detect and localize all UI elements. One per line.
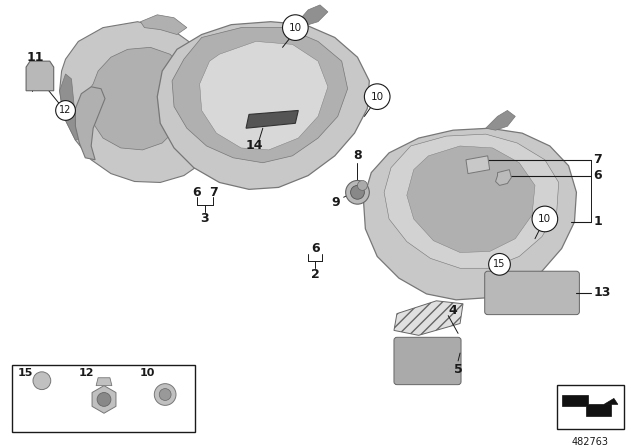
Circle shape — [56, 101, 76, 121]
Polygon shape — [141, 15, 187, 34]
Polygon shape — [246, 111, 298, 128]
Text: 6: 6 — [593, 169, 602, 182]
Polygon shape — [384, 134, 559, 268]
Polygon shape — [157, 22, 369, 190]
Text: 15: 15 — [493, 259, 506, 269]
Circle shape — [97, 392, 111, 406]
Circle shape — [159, 388, 171, 401]
Circle shape — [33, 372, 51, 390]
Text: 12: 12 — [78, 368, 94, 378]
Polygon shape — [394, 301, 463, 336]
Polygon shape — [295, 5, 328, 26]
Circle shape — [364, 84, 390, 109]
Text: 1: 1 — [593, 215, 602, 228]
Polygon shape — [26, 61, 54, 91]
Circle shape — [351, 185, 364, 199]
Polygon shape — [249, 113, 276, 126]
Text: 10: 10 — [538, 214, 552, 224]
Polygon shape — [604, 398, 618, 405]
Text: 12: 12 — [60, 105, 72, 116]
Text: 11: 11 — [26, 51, 44, 64]
Text: 3: 3 — [200, 212, 209, 225]
Polygon shape — [172, 28, 348, 163]
Polygon shape — [562, 395, 611, 416]
Circle shape — [154, 383, 176, 405]
Text: 6: 6 — [193, 186, 201, 199]
FancyBboxPatch shape — [484, 271, 579, 314]
FancyBboxPatch shape — [394, 337, 461, 385]
Text: 9: 9 — [331, 196, 340, 209]
Text: 7: 7 — [209, 186, 218, 199]
Text: 10: 10 — [371, 92, 384, 102]
Polygon shape — [495, 170, 511, 185]
Text: 5: 5 — [454, 363, 463, 376]
Text: 6: 6 — [311, 242, 319, 255]
Polygon shape — [92, 386, 116, 413]
FancyBboxPatch shape — [12, 365, 195, 432]
Polygon shape — [364, 128, 577, 300]
Text: 482763: 482763 — [572, 437, 609, 447]
Polygon shape — [200, 41, 328, 150]
Text: 13: 13 — [593, 286, 611, 299]
Circle shape — [346, 181, 369, 204]
Polygon shape — [96, 378, 112, 386]
Text: 14: 14 — [245, 139, 262, 152]
Circle shape — [358, 181, 367, 190]
Text: 10: 10 — [289, 22, 302, 33]
Polygon shape — [466, 156, 490, 173]
Circle shape — [489, 254, 510, 275]
Text: 15: 15 — [17, 368, 33, 378]
Polygon shape — [486, 111, 515, 130]
Circle shape — [532, 206, 557, 232]
Polygon shape — [60, 74, 81, 140]
Text: 8: 8 — [353, 149, 362, 162]
Text: 7: 7 — [593, 153, 602, 166]
Polygon shape — [76, 87, 105, 160]
Text: 2: 2 — [310, 268, 319, 281]
Text: 4: 4 — [449, 304, 458, 317]
FancyBboxPatch shape — [557, 385, 624, 429]
Polygon shape — [87, 47, 190, 150]
Polygon shape — [60, 22, 229, 182]
Polygon shape — [407, 146, 535, 253]
Text: 10: 10 — [140, 368, 155, 378]
Circle shape — [282, 15, 308, 40]
